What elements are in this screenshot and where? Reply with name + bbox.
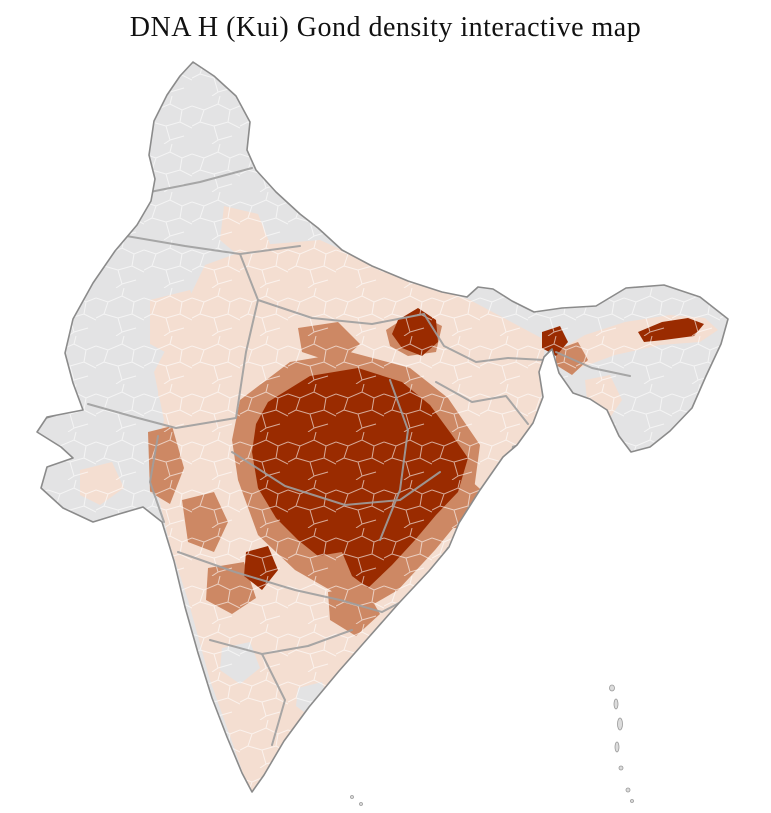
minor-islands[interactable]	[350, 795, 363, 806]
district-boundaries-overlay	[37, 62, 728, 792]
page-title: DNA H (Kui) Gond density interactive map	[129, 12, 642, 43]
andaman-islands[interactable]	[609, 684, 634, 803]
